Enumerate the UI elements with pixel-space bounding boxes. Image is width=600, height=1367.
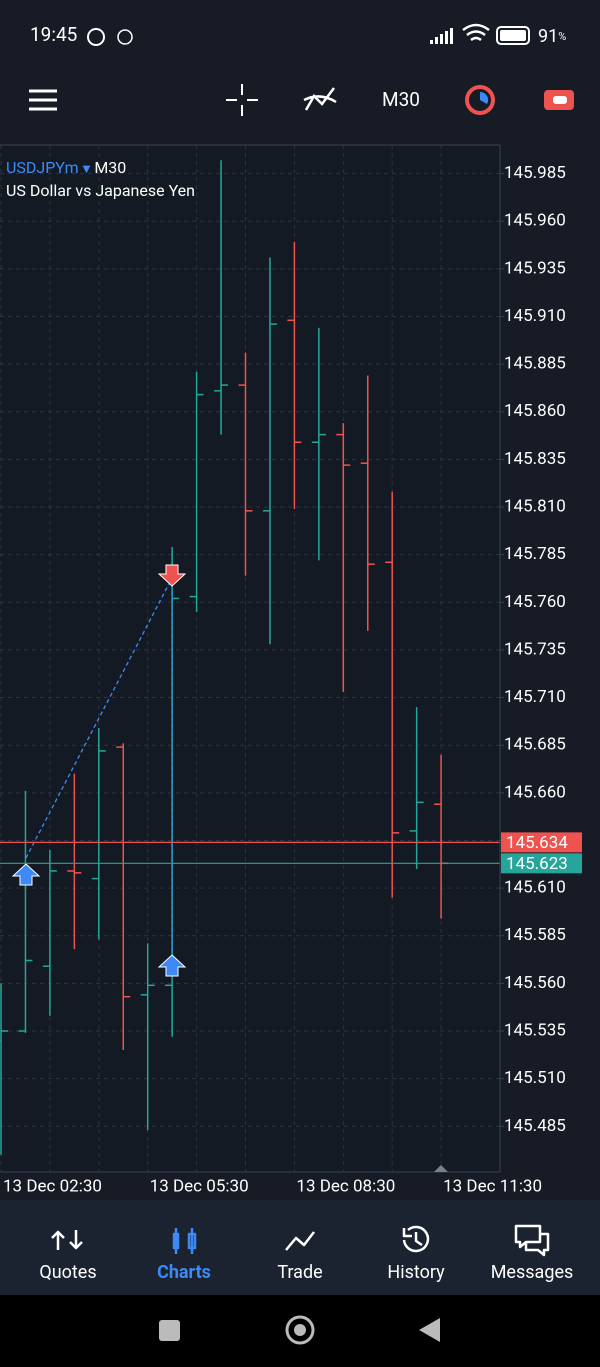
nav-label[interactable]: Trade (277, 1262, 322, 1283)
x-tick-label: 13 Dec 11:30 (443, 1176, 542, 1196)
x-tick-label: 13 Dec 05:30 (150, 1176, 249, 1196)
one-click-accent (480, 91, 489, 104)
chart-area (0, 145, 500, 1172)
battery-unit: % (558, 30, 566, 43)
price-label-box (501, 832, 582, 853)
trade-button-knob (553, 96, 567, 104)
price-label: 145.634 (506, 833, 568, 853)
chart-symbol-line: USDJPYm ▼ M30 (6, 158, 126, 177)
y-tick-label: 145.960 (504, 211, 566, 231)
x-tick-label: 13 Dec 08:30 (296, 1176, 395, 1196)
y-tick-label: 145.810 (504, 497, 566, 517)
nav-label[interactable]: History (387, 1262, 445, 1283)
y-tick-label: 145.835 (504, 449, 566, 469)
nav-items: Quotes Charts Trade History Messages (39, 1224, 574, 1283)
crosshair-button[interactable] (226, 84, 258, 116)
back-button[interactable] (419, 1318, 440, 1342)
y-tick-label: 145.910 (504, 306, 566, 326)
y-tick-label: 145.985 (504, 163, 566, 183)
y-tick-label: 145.760 (504, 592, 566, 612)
menu-button[interactable] (29, 89, 57, 111)
timeframe-button[interactable]: M30 (382, 88, 420, 111)
battery-value: 91 (538, 26, 558, 47)
battery-level (500, 30, 526, 41)
nav-icon (285, 1231, 315, 1251)
chart: 145.985 145.960 145.935 145.910 145.885 145.8… (0, 145, 582, 1196)
status-time: 19:45 (30, 23, 77, 46)
y-tick-label: 145.510 (504, 1068, 566, 1088)
battery-icon (496, 26, 530, 45)
chart-timeframe: M30 (94, 158, 126, 177)
y-tick-label: 145.735 (504, 639, 566, 659)
home-button-dot (294, 1324, 306, 1336)
y-tick-label: 145.585 (504, 925, 566, 945)
y-tick-label: 145.535 (504, 1020, 566, 1040)
recents-button[interactable] (159, 1320, 180, 1341)
wifi-icon (462, 23, 490, 42)
bottom-nav (0, 1200, 600, 1295)
alarm-icons (87, 28, 133, 46)
y-tick-label: 145.710 (504, 687, 566, 707)
nav-label[interactable]: Messages (491, 1262, 574, 1283)
symbol-dropdown: ▼ (83, 164, 91, 175)
indicators-button[interactable] (303, 87, 337, 111)
nav-label[interactable]: Charts (157, 1262, 211, 1283)
y-tick-label: 145.885 (504, 354, 566, 374)
one-click-button[interactable] (465, 85, 495, 115)
buy-arrow (157, 954, 187, 977)
sell-arrow (157, 564, 187, 587)
nav-icon (402, 1225, 430, 1253)
scroll-marker (434, 1165, 448, 1172)
nav-icon (172, 1228, 197, 1254)
y-tick-label: 145.560 (504, 973, 566, 993)
home-button[interactable] (285, 1315, 315, 1345)
y-tick-label: 145.860 (504, 401, 566, 421)
y-tick-label: 145.785 (504, 544, 566, 564)
battery-text: 91% (538, 26, 566, 47)
nav-icon (514, 1224, 550, 1257)
nav-label[interactable]: Quotes (39, 1262, 96, 1283)
y-tick-label: 145.935 (504, 258, 566, 278)
x-tick-label: 13 Dec 02:30 (3, 1176, 102, 1196)
y-tick-label: 145.610 (504, 878, 566, 898)
y-tick-label: 145.485 (504, 1116, 566, 1136)
chart-symbol[interactable]: USDJPYm (6, 158, 79, 177)
chart-description: US Dollar vs Japanese Yen (6, 181, 195, 200)
buy-arrow (11, 863, 41, 886)
y-tick-label: 145.660 (504, 782, 566, 802)
signal-icon (430, 28, 453, 44)
price-label: 145.623 (506, 854, 568, 874)
price-label-box (501, 853, 582, 874)
y-tick-label: 145.685 (504, 735, 566, 755)
nav-icon (51, 1230, 83, 1250)
